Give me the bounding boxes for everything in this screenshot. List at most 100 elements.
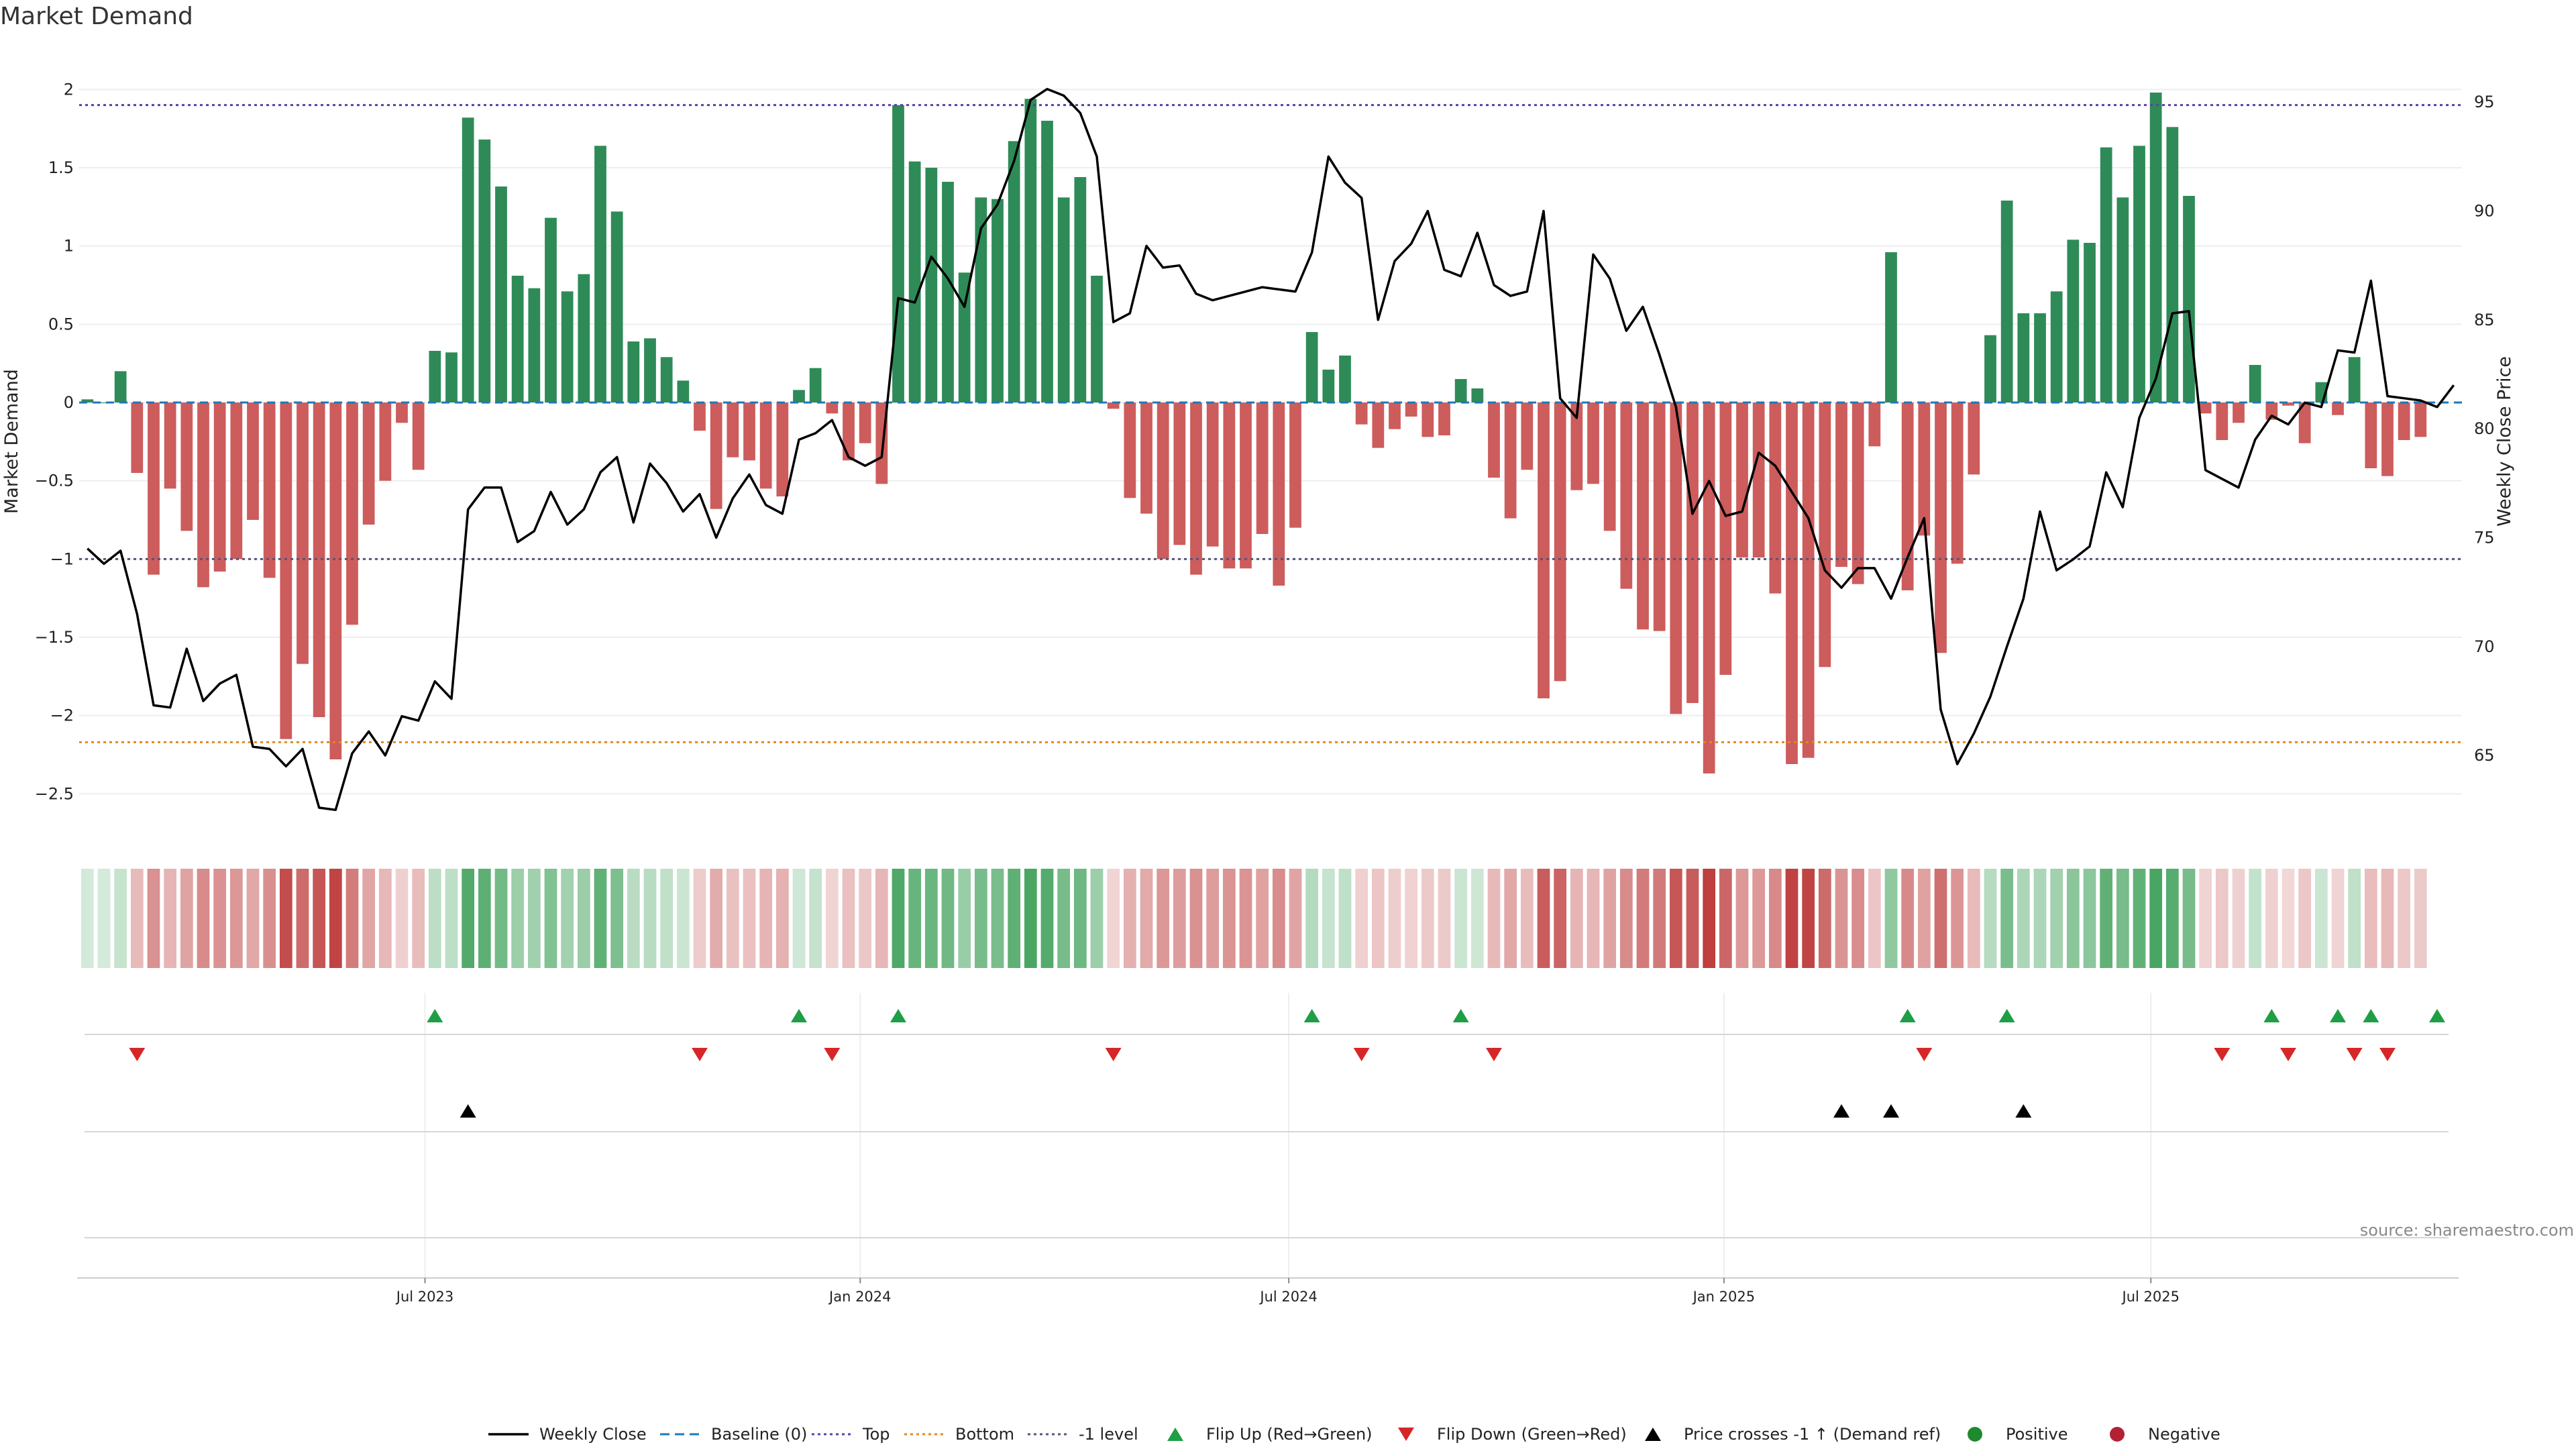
- demand-bar: [610, 211, 623, 402]
- flip-down-marker: [692, 1048, 708, 1061]
- demand-bar: [346, 402, 358, 625]
- heat-cell: [1040, 869, 1054, 968]
- demand-bar: [2398, 402, 2410, 440]
- demand-bar: [942, 182, 954, 402]
- y-tick-label: −2.5: [35, 784, 74, 803]
- heat-cell: [2265, 869, 2278, 968]
- heat-cell: [263, 869, 276, 968]
- heat-cell: [378, 869, 392, 968]
- heat-cell: [1289, 869, 1302, 968]
- demand-bar: [1587, 402, 1599, 484]
- heat-cell: [1421, 869, 1434, 968]
- heat-cell: [97, 869, 111, 968]
- heat-cell: [1206, 869, 1220, 968]
- heat-cell: [1140, 869, 1153, 968]
- demand-bar: [2414, 402, 2427, 437]
- heat-cell: [2331, 869, 2345, 968]
- flip-down-marker: [824, 1048, 841, 1061]
- heat-cell: [743, 869, 756, 968]
- legend-label: Top: [862, 1425, 890, 1444]
- heat-cell: [627, 869, 640, 968]
- heat-cell: [710, 869, 723, 968]
- demand-bar: [1851, 402, 1864, 584]
- heat-cell: [1008, 869, 1021, 968]
- demand-bar: [164, 402, 176, 489]
- demand-bar: [743, 402, 755, 461]
- heat-cell: [908, 869, 922, 968]
- demand-bar: [1322, 370, 1335, 402]
- heat-cell: [1851, 869, 1865, 968]
- heat-cell: [2414, 869, 2427, 968]
- heat-cell: [2381, 869, 2394, 968]
- demand-bar: [1454, 379, 1467, 402]
- heat-cell: [2398, 869, 2411, 968]
- heat-cell: [1587, 869, 1600, 968]
- heat-cell: [2033, 869, 2047, 968]
- heat-cell: [544, 869, 557, 968]
- heat-cell: [594, 869, 607, 968]
- demand-bar: [280, 402, 292, 739]
- demand-bar: [379, 402, 392, 481]
- y-tick-label: 0.5: [48, 315, 74, 333]
- demand-bar: [578, 274, 590, 402]
- legend-item-bottom: Bottom: [904, 1425, 1014, 1444]
- demand-bar: [2381, 402, 2394, 476]
- legend-swatch: [1398, 1428, 1414, 1441]
- demand-bar: [892, 105, 904, 402]
- price-cross-marker: [460, 1104, 476, 1118]
- heat-cell: [1454, 869, 1468, 968]
- demand-bar: [1603, 402, 1616, 531]
- heat-cell: [825, 869, 839, 968]
- demand-bar: [1471, 388, 1484, 402]
- heat-cell: [775, 869, 789, 968]
- heat-cell: [577, 869, 590, 968]
- demand-bar: [561, 291, 574, 402]
- flip-down-marker: [2280, 1048, 2296, 1061]
- heat-cell: [1686, 869, 1699, 968]
- demand-bar: [1074, 177, 1087, 402]
- heat-cell: [924, 869, 938, 968]
- heat-cell: [2215, 869, 2229, 968]
- heat-cell: [362, 869, 376, 968]
- heat-cell: [941, 869, 955, 968]
- legend-label: Negative: [2148, 1425, 2220, 1444]
- heat-cell: [958, 869, 971, 968]
- demand-bar: [528, 288, 541, 402]
- demand-bar: [412, 402, 425, 470]
- y-tick-label: 1: [64, 237, 74, 256]
- flip-down-marker: [1353, 1048, 1370, 1061]
- legend-item-price-cross: Price crosses -1 ↑ (Demand ref): [1645, 1425, 1941, 1444]
- y2-tick-label: 85: [2474, 311, 2495, 329]
- heat-cell: [197, 869, 210, 968]
- heat-cell: [1123, 869, 1136, 968]
- heat-cell: [114, 869, 127, 968]
- x-tick-label: Jul 2025: [2121, 1289, 2180, 1305]
- demand-bar: [2133, 146, 2145, 403]
- heat-cell: [2182, 869, 2196, 968]
- y-axis-title: Market Demand: [1, 369, 22, 514]
- demand-bar: [2166, 127, 2179, 403]
- demand-bar: [1372, 402, 1385, 448]
- demand-bar: [677, 380, 690, 402]
- heat-cell: [2298, 869, 2312, 968]
- heat-cell: [2165, 869, 2179, 968]
- heat-cell: [2282, 869, 2295, 968]
- heat-cell: [147, 869, 160, 968]
- demand-bar: [1488, 402, 1500, 478]
- y2-tick-label: 75: [2474, 528, 2495, 547]
- heat-cell: [1371, 869, 1385, 968]
- demand-bar: [1140, 402, 1152, 514]
- demand-bar: [230, 402, 243, 559]
- heat-cell: [329, 869, 342, 968]
- legend-item-positive: Positive: [1968, 1425, 2068, 1444]
- heat-cell: [842, 869, 855, 968]
- heat-cell: [313, 869, 326, 968]
- demand-bar: [975, 197, 987, 402]
- demand-bar: [958, 272, 971, 402]
- heat-cell: [1338, 869, 1352, 968]
- legend-item-weekly-close: Weekly Close: [488, 1425, 647, 1444]
- demand-bar: [1305, 332, 1318, 402]
- demand-bar: [809, 368, 822, 402]
- demand-bar: [1736, 402, 1748, 557]
- legend-swatch: [1968, 1427, 1982, 1442]
